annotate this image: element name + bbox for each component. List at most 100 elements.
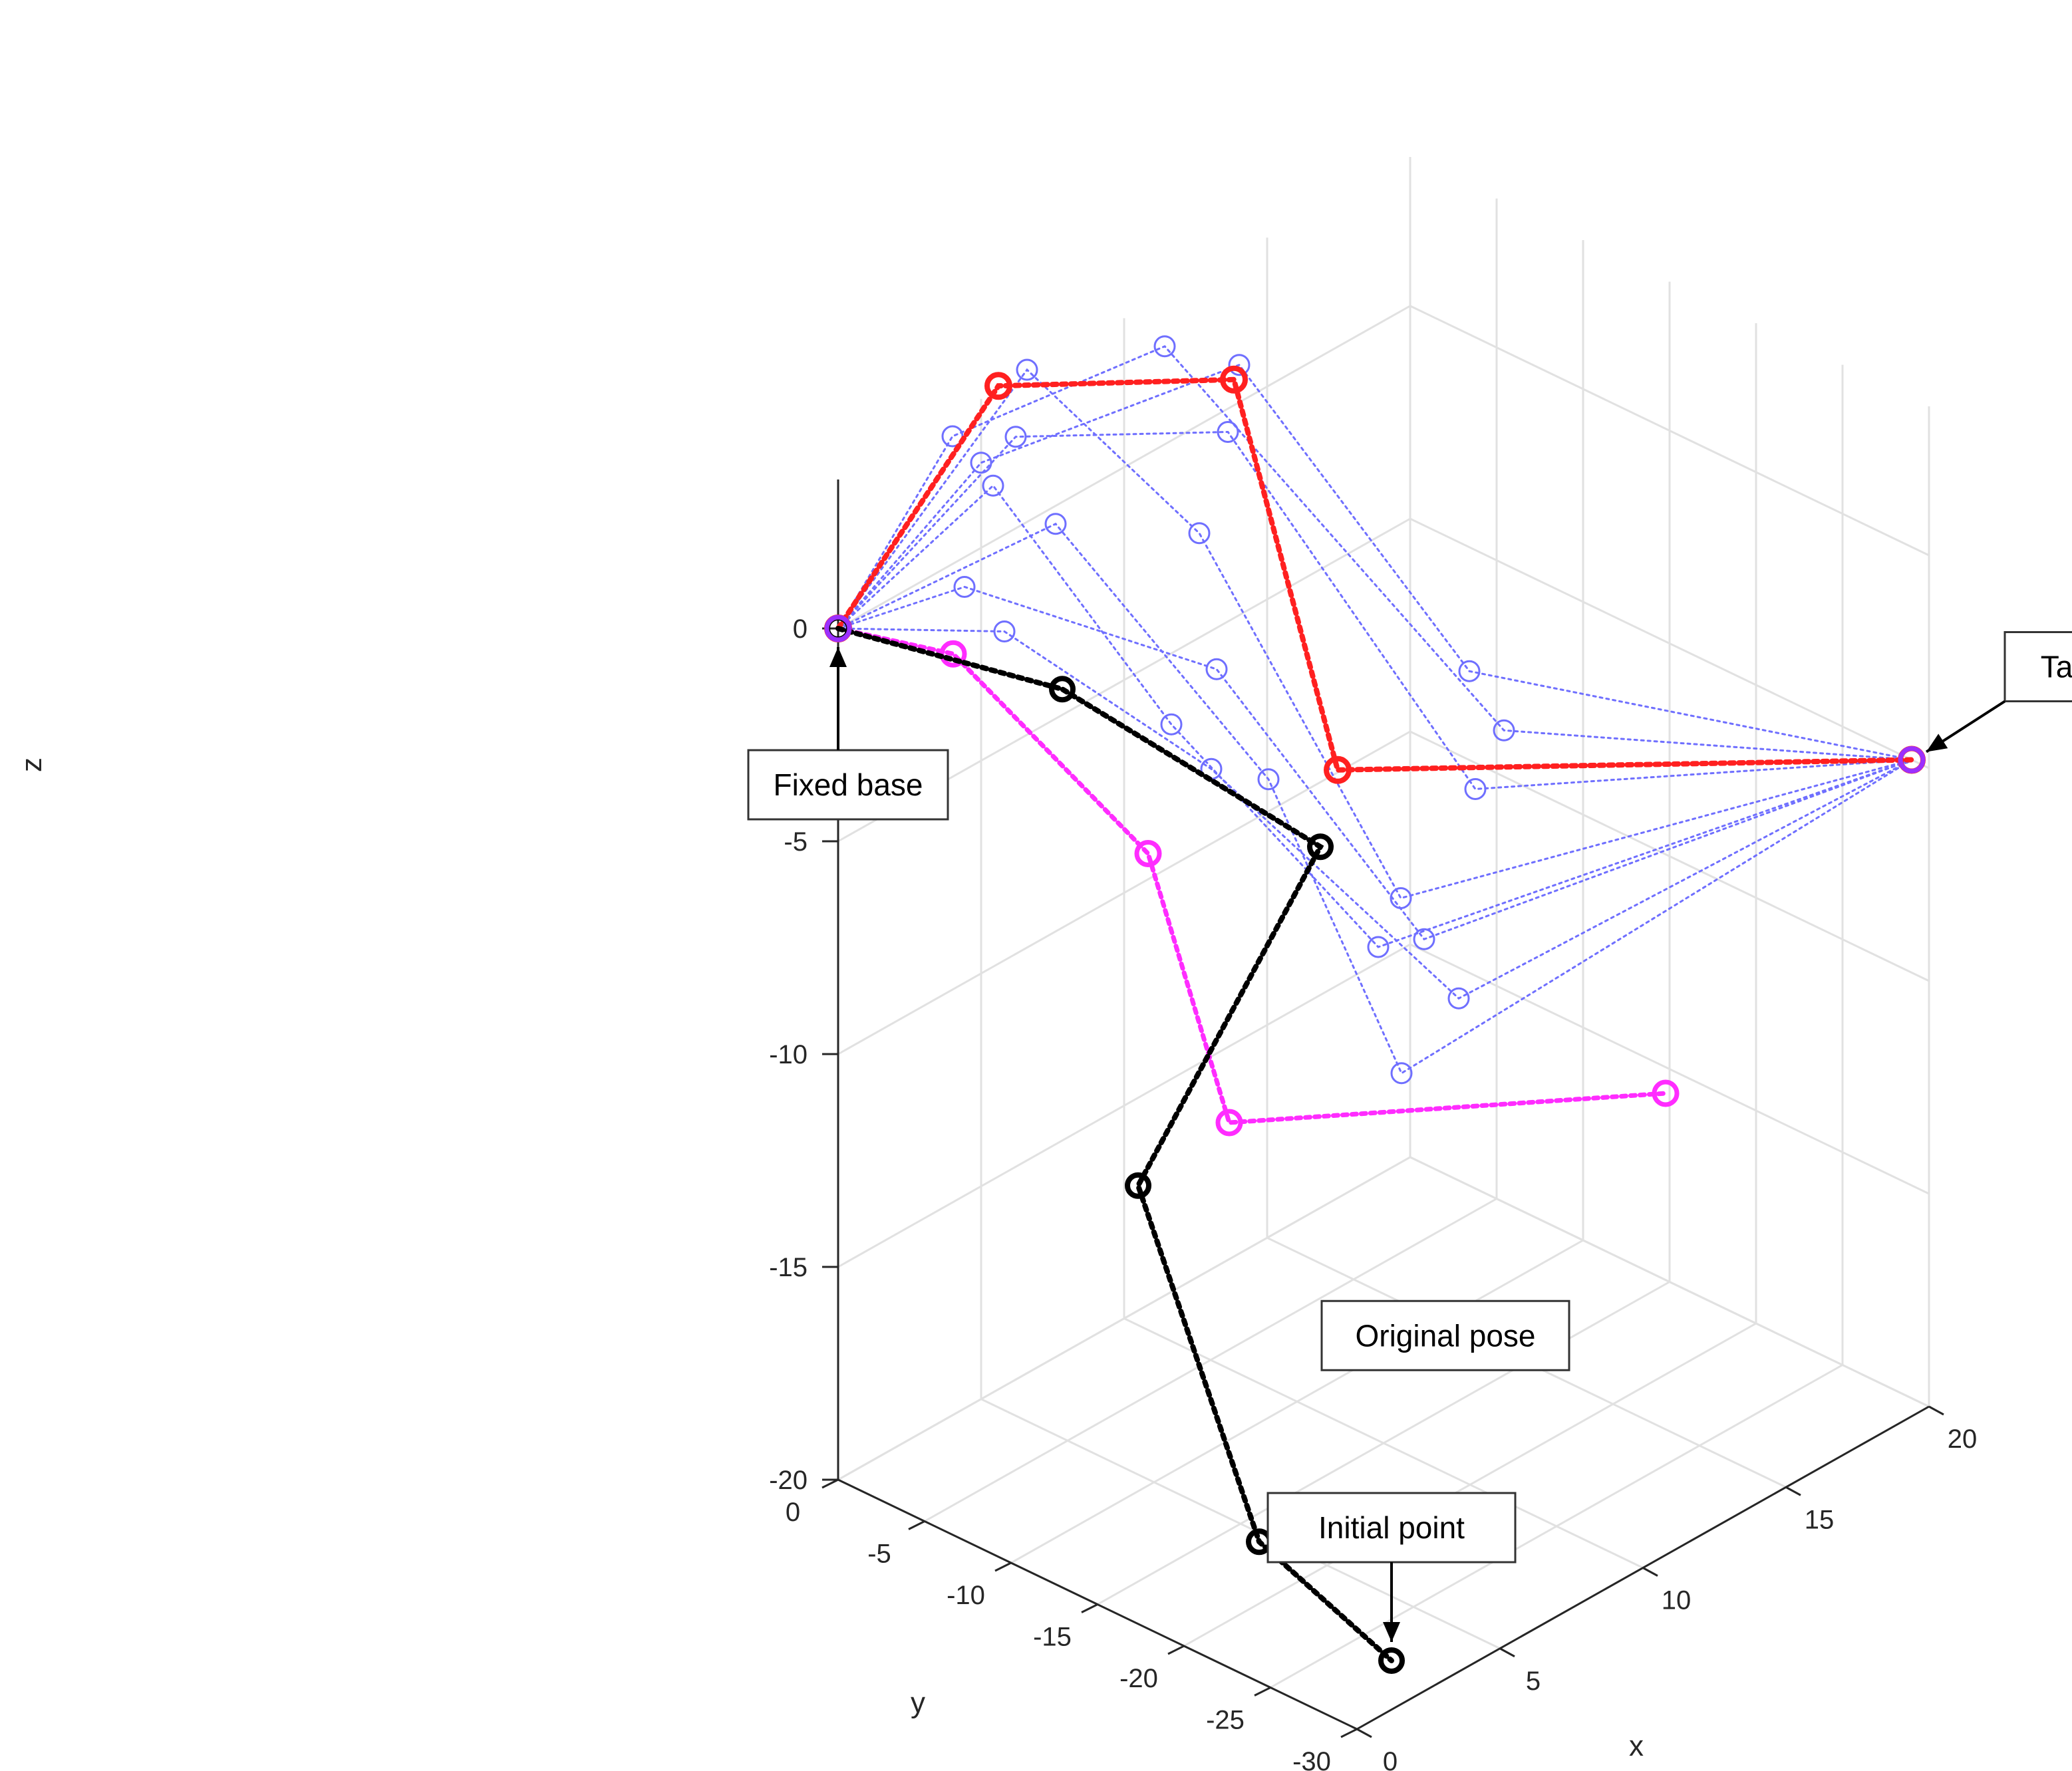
annotation: Target point — [1925, 631, 2072, 753]
z-tick-label: -10 — [769, 1040, 808, 1069]
annotation-arrow-head — [1383, 1622, 1400, 1642]
series-point — [1134, 840, 1162, 867]
y-tick — [1167, 1645, 1185, 1655]
annotation: Fixed base — [747, 647, 949, 821]
grid-line — [837, 305, 1411, 630]
series-point — [1652, 1079, 1680, 1107]
series-point — [1228, 354, 1251, 376]
series-line — [837, 585, 1913, 941]
x-tick — [1356, 1728, 1372, 1738]
series-point — [1464, 778, 1487, 800]
series-intermediate — [827, 513, 1923, 1085]
series-point — [1215, 1109, 1243, 1137]
grid-line — [1409, 730, 1930, 982]
z-tick-label: -15 — [769, 1253, 808, 1282]
annotation: Initial point — [1266, 1492, 1517, 1642]
x-tick — [1642, 1567, 1658, 1577]
x-axis-label: x — [1629, 1730, 1644, 1762]
x-tick-label: 15 — [1805, 1505, 1835, 1534]
annotation: Original pose — [1320, 1299, 1570, 1371]
series-point — [1188, 522, 1211, 545]
series-point — [1205, 658, 1228, 680]
series-point — [1004, 426, 1027, 448]
series-point — [1220, 365, 1248, 394]
series-point — [1324, 755, 1352, 784]
series-intermediate — [827, 421, 1923, 800]
series-point — [1257, 768, 1280, 791]
x-tick — [1499, 1647, 1515, 1658]
y-tick-label: 0 — [786, 1498, 800, 1527]
x-tick-label: 5 — [1526, 1667, 1541, 1696]
series-line — [835, 626, 1668, 1125]
y-tick-label: -20 — [1119, 1664, 1158, 1693]
annotation-box — [2003, 631, 2072, 702]
y-tick — [994, 1562, 1012, 1572]
y-axis-label: y — [911, 1687, 925, 1719]
series-point — [1390, 1062, 1413, 1085]
series-line — [835, 376, 1914, 773]
grid-line — [1409, 1156, 1930, 1408]
series-line — [837, 430, 1913, 791]
series-point — [1413, 928, 1435, 950]
annotation-text: Initial point — [1318, 1510, 1465, 1545]
series-point — [993, 620, 1016, 642]
series-line — [837, 368, 1913, 900]
x-tick — [1785, 1486, 1801, 1496]
y-tick — [908, 1520, 925, 1530]
series-point — [1153, 335, 1176, 358]
y-tick-label: -15 — [1033, 1623, 1072, 1652]
series-point — [1447, 987, 1470, 1010]
series-point — [984, 372, 1012, 400]
series-intermediate — [827, 358, 1923, 909]
x-tick-label: 0 — [1383, 1747, 1398, 1771]
axes: 0 -5 -10 -15 -20 -25 -30 0 5 10 15 20 0 -5 -10 -15 -20 — [769, 479, 1977, 1771]
grid-line — [1097, 1281, 1670, 1605]
series-point — [1044, 513, 1067, 535]
y-tick — [1340, 1728, 1358, 1738]
grid-line — [837, 943, 1411, 1268]
annotation-text: Original pose — [1355, 1318, 1535, 1353]
annotation-arrow-head — [829, 647, 847, 667]
annotation-box — [1266, 1492, 1517, 1564]
series-line — [837, 344, 1913, 761]
series-line — [837, 522, 1913, 1075]
series-point — [1125, 1172, 1151, 1199]
z-tick-label: -5 — [784, 827, 808, 857]
shared-joint-point — [1898, 746, 1926, 773]
grid-line — [1010, 1239, 1584, 1564]
series-point — [1458, 660, 1481, 682]
z-tick-label: -20 — [769, 1466, 808, 1495]
annotation-text: Fixed base — [773, 767, 923, 802]
series-target — [824, 365, 1926, 784]
z-tick-label: 0 — [793, 614, 808, 644]
shared-joint-point — [824, 614, 852, 642]
series-group — [824, 335, 1926, 1674]
series-point — [982, 474, 1004, 497]
y-tick-label: -30 — [1292, 1747, 1331, 1771]
series-line — [837, 627, 1913, 1000]
x-tick — [1928, 1405, 1944, 1416]
series-intermediate — [827, 474, 1923, 958]
series-point — [1378, 1647, 1405, 1674]
annotation-text: Target point — [2041, 650, 2072, 684]
annotation-box — [1320, 1299, 1570, 1371]
grid-line — [1183, 1322, 1757, 1647]
series-point — [1049, 676, 1076, 703]
series-intermediate — [827, 335, 1923, 771]
annotation-box — [747, 749, 949, 821]
series-point — [1367, 936, 1390, 958]
z-axis-label: z — [15, 757, 48, 772]
series-point — [1307, 833, 1334, 861]
x-tick-label: 20 — [1948, 1425, 1978, 1454]
series-point — [953, 576, 976, 598]
y-tick — [1081, 1603, 1098, 1613]
series-point — [1160, 713, 1183, 736]
y-tick — [1254, 1687, 1271, 1697]
grid-line — [837, 1156, 1411, 1481]
grid-line — [1409, 943, 1930, 1195]
grid-line — [1270, 1364, 1843, 1689]
y-tick-label: -5 — [867, 1540, 891, 1569]
series-point — [1016, 358, 1038, 381]
series-intermediate — [827, 617, 1923, 1010]
